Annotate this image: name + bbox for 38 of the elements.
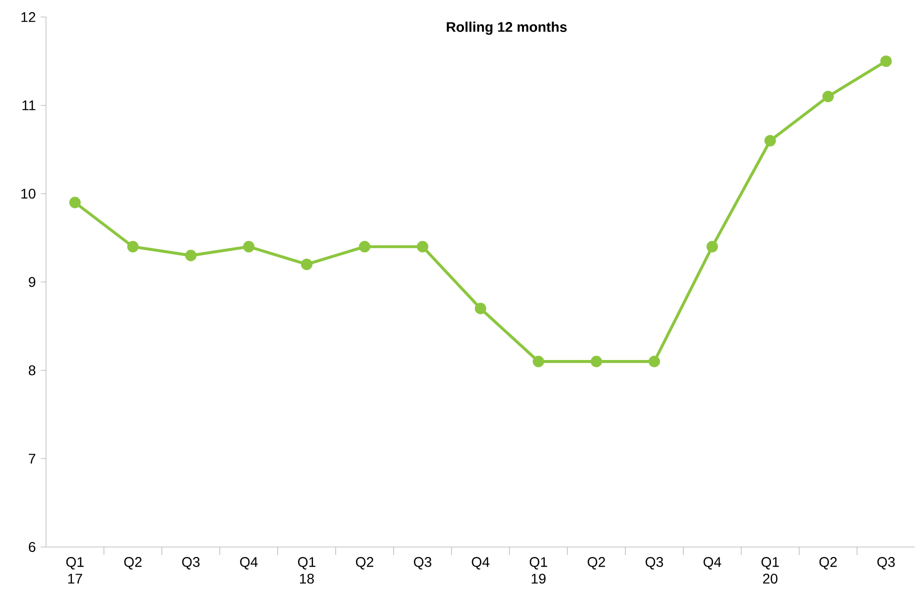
x-tick-label: Q2 — [356, 557, 374, 570]
x-tick-label: Q1 17 — [66, 557, 84, 584]
point — [880, 55, 892, 67]
x-tick-label: Q4 — [472, 557, 490, 570]
point — [822, 90, 834, 102]
point — [590, 356, 602, 368]
x-tick-label: Q4 — [704, 557, 722, 570]
y-tick-label: 7 — [28, 454, 36, 464]
point — [185, 250, 197, 262]
y-tick-label: 10 — [21, 188, 36, 199]
y-tick-label: 9 — [28, 277, 36, 287]
x-tick-label: Q3 — [414, 557, 432, 570]
point — [474, 302, 486, 314]
chart-title: Rolling 12 months — [446, 22, 567, 35]
x-tick-label: Q1 18 — [298, 557, 316, 584]
point — [300, 258, 312, 270]
point — [532, 356, 544, 368]
x-tick-label: Q1 20 — [762, 557, 779, 584]
y-tick-label: 11 — [22, 100, 36, 110]
y-tick-label: 6 — [28, 542, 36, 552]
point — [69, 196, 81, 208]
point — [358, 240, 370, 252]
x-tick-label: Q3 — [877, 557, 895, 570]
x-tick-label: Q4 — [240, 557, 258, 570]
x-tick-label: Q1 19 — [530, 557, 548, 584]
x-tick-label: Q2 — [819, 557, 837, 570]
x-tick-label: Q3 — [182, 557, 200, 570]
y-tick-label: 8 — [28, 365, 36, 376]
point — [648, 356, 660, 368]
x-tick-label: Q2 — [124, 557, 142, 570]
point — [706, 240, 718, 252]
y-tick-label: 12 — [21, 12, 36, 22]
point — [764, 134, 776, 146]
x-tick-label: Q3 — [646, 557, 664, 570]
point — [243, 240, 255, 252]
x-tick-label: Q2 — [588, 557, 605, 570]
point — [127, 240, 139, 252]
point — [416, 240, 428, 252]
